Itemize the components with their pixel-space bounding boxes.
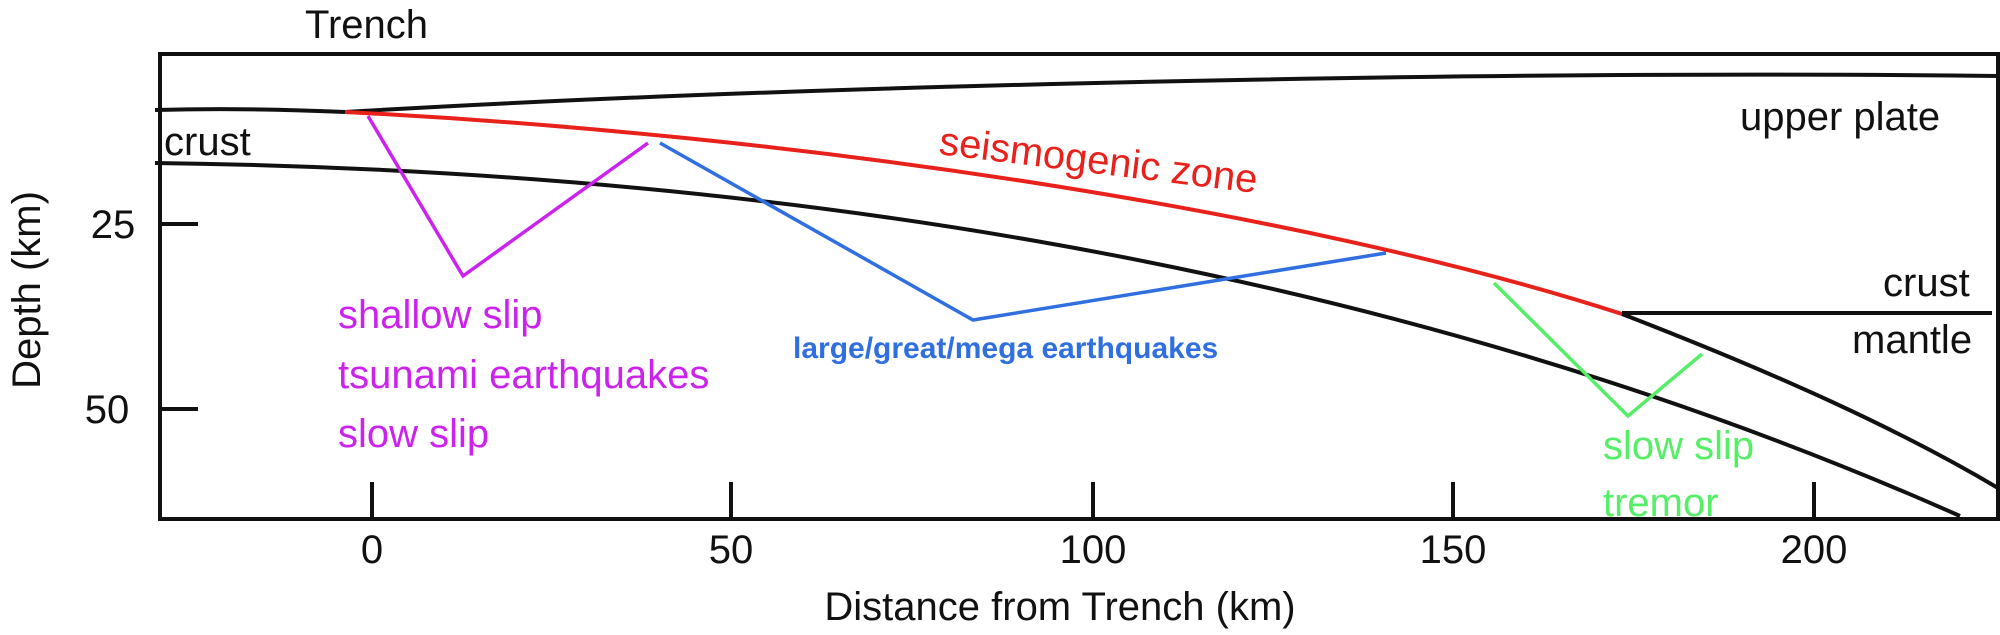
tremor-label: tremor — [1603, 481, 1719, 525]
mantle-label: mantle — [1852, 318, 1972, 362]
y-axis-title: Depth (km) — [5, 191, 49, 389]
plate-interface-deep — [1621, 312, 2000, 490]
y-tick-label: 25 — [91, 203, 136, 247]
seafloor-line — [154, 107, 346, 114]
x-tick-label: 0 — [361, 528, 383, 572]
crust-label-left: crust — [164, 120, 251, 164]
y-axis — [160, 222, 198, 411]
plot-frame — [158, 52, 2000, 521]
x-tick-label: 100 — [1060, 528, 1127, 572]
deep-slow-slip-bracket — [1492, 281, 1704, 419]
large-earthquake-bracket — [659, 141, 1387, 322]
upper-plate-label: upper plate — [1740, 95, 1940, 139]
y-tick-label: 50 — [85, 388, 130, 432]
trench-label: Trench — [305, 3, 428, 47]
seismogenic-zone-line — [344, 110, 1623, 316]
large-earthquakes-label: large/great/mega earthquakes — [793, 332, 1218, 365]
shallow-slow-slip-label: slow slip — [338, 412, 489, 456]
crust-label-right: crust — [1883, 261, 1970, 305]
deep-slow-slip-label: slow slip — [1603, 424, 1754, 468]
x-tick-labels: 0 50 100 150 200 — [361, 528, 1848, 572]
shallow-slip-label: shallow slip — [338, 293, 543, 337]
tsunami-earthquakes-label: tsunami earthquakes — [338, 353, 709, 397]
upper-plate-surface — [344, 72, 1999, 114]
x-axis-title: Distance from Trench (km) — [824, 585, 1295, 629]
x-axis — [370, 482, 1816, 519]
seismogenic-zone-label: seismogenic zone — [937, 119, 1260, 202]
x-tick-label: 150 — [1420, 528, 1487, 572]
oceanic-moho-line — [154, 161, 1961, 518]
shallow-slip-bracket — [366, 115, 650, 279]
x-tick-label: 50 — [709, 528, 754, 572]
x-tick-label: 200 — [1781, 528, 1848, 572]
